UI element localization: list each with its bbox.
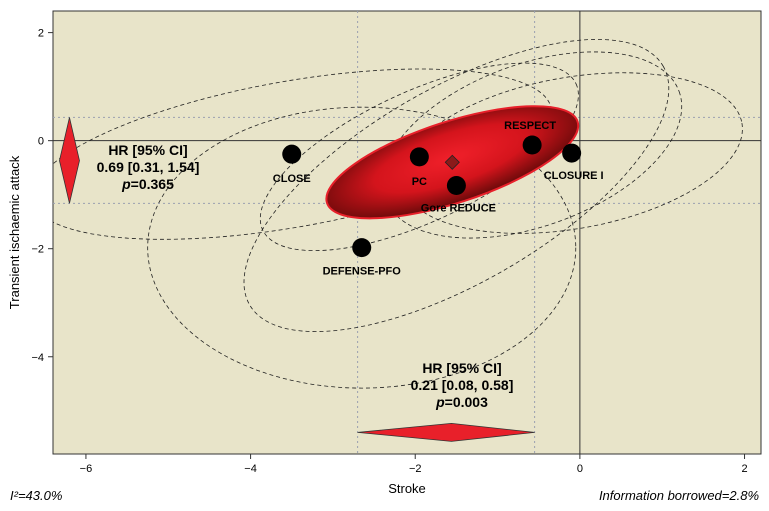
study-label: CLOSURE I	[544, 170, 604, 182]
pooled-estimate-marker	[444, 154, 460, 170]
plot-background	[52, 10, 762, 455]
study-confidence-ellipse	[400, 72, 743, 234]
annotation-title: HR [95% CI]	[422, 360, 501, 376]
study-label: DEFENSE-PFO	[323, 266, 402, 278]
x-tick-label: −6	[80, 463, 93, 475]
study-confidence-ellipse	[147, 106, 577, 389]
y-tick-label: −2	[31, 244, 44, 256]
y-tick-label: 0	[38, 136, 44, 148]
study-point	[446, 175, 466, 195]
stroke-pooled-diamond	[357, 422, 535, 442]
study-point	[522, 135, 542, 155]
study-point	[282, 144, 302, 164]
y-tick-label: 2	[38, 28, 44, 40]
y-axis-label: Transient ischaemic attack	[7, 155, 22, 309]
study-confidence-ellipse	[382, 51, 683, 239]
study-point	[409, 147, 429, 167]
x-tick-label: −4	[244, 463, 257, 475]
study-label: CLOSE	[273, 173, 311, 185]
x-tick-label: 0	[577, 463, 583, 475]
study-confidence-ellipse	[259, 62, 579, 252]
tia-hr-annotation: HR [95% CI]0.69 [0.31, 1.54]p=0.365	[97, 142, 200, 192]
annotation-p-value: p=0.365	[121, 176, 174, 192]
annotation-p-value: p=0.003	[435, 394, 488, 410]
study-point	[562, 143, 582, 163]
study-label: RESPECT	[504, 120, 556, 132]
study-label: Gore REDUCE	[421, 202, 496, 214]
x-axis-label: Stroke	[388, 481, 426, 496]
information-borrowed-footnote: Information borrowed=2.8%	[598, 488, 759, 503]
i-squared-footnote: I²=43.0%	[10, 488, 63, 503]
annotation-hr: 0.21 [0.08, 0.58]	[411, 377, 514, 393]
x-tick-label: −2	[409, 463, 422, 475]
study-confidence-ellipse	[243, 39, 670, 332]
annotation-title: HR [95% CI]	[108, 142, 187, 158]
study-label: PC	[412, 176, 427, 188]
stroke-hr-annotation: HR [95% CI]0.21 [0.08, 0.58]p=0.003	[411, 360, 514, 410]
tia-pooled-diamond	[59, 117, 80, 204]
x-tick-label: 2	[741, 463, 747, 475]
study-point	[352, 238, 372, 258]
y-tick-label: −4	[31, 352, 44, 364]
annotation-hr: 0.69 [0.31, 1.54]	[97, 159, 200, 175]
